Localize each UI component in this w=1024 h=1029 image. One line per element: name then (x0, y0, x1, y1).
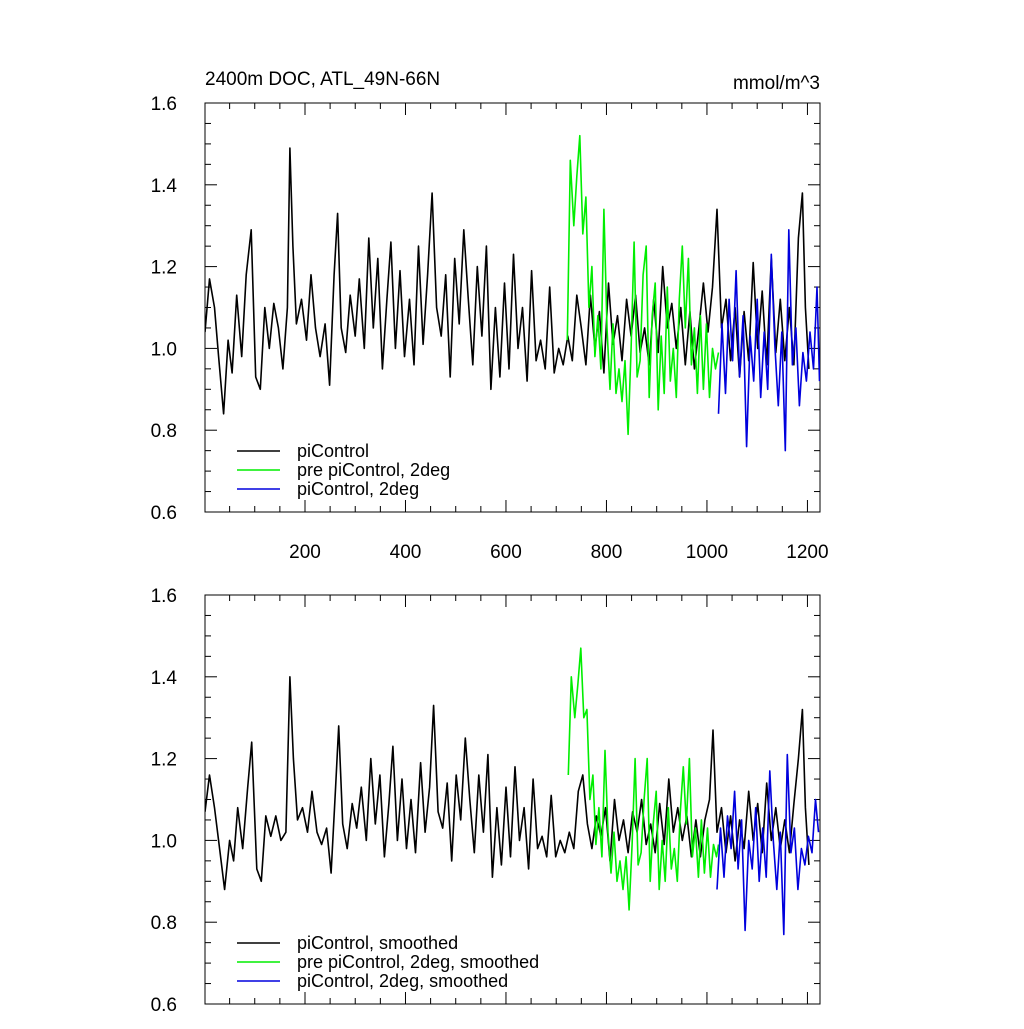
x-tick-label: 600 (490, 542, 522, 563)
series-line (716, 753, 820, 936)
legend-label: pre piControl, 2deg (297, 460, 450, 480)
x-tick-label: 400 (390, 542, 422, 563)
legend-label: piControl, smoothed (297, 933, 458, 953)
units-label: mmol/m^3 (733, 73, 820, 94)
legend-label: pre piControl, 2deg, smoothed (297, 952, 539, 972)
y-tick-label: 1.2 (151, 258, 177, 279)
bottom-panel: 0.6 0.8 1.0 1.2 1.4 1.6 piControl, smoothedpre… (151, 586, 821, 1016)
top-panel: 0.6 0.8 1.0 1.2 1.4 1.6 200 400 600 800 1000 1200 24… (151, 69, 829, 563)
x-tick-label: 1200 (786, 542, 828, 563)
series-line (567, 647, 720, 911)
series-line (205, 676, 810, 891)
series-line (205, 147, 810, 415)
chart-title: 2400m DOC, ATL_49N-66N (205, 69, 440, 90)
legend-label: piControl, 2deg (297, 479, 419, 499)
y-tick-label: 1.0 (151, 339, 177, 360)
y-tick-label: 0.8 (151, 421, 177, 442)
y-tick-label: 1.4 (151, 176, 178, 197)
series-line (717, 229, 820, 452)
y-tick-label: 1.2 (151, 750, 177, 771)
y-tick-label: 1.0 (151, 831, 177, 852)
y-tick-label: 0.8 (151, 913, 177, 934)
x-tick-label: 1000 (686, 542, 728, 563)
legend-label: piControl (297, 441, 369, 461)
x-tick-label: 800 (591, 542, 623, 563)
y-tick-label: 1.6 (151, 586, 177, 607)
y-tick-label: 0.6 (151, 503, 177, 524)
y-tick-label: 0.6 (151, 995, 177, 1016)
y-tick-label: 1.4 (151, 668, 178, 689)
y-tick-label: 1.6 (151, 94, 177, 115)
x-tick-label: 200 (289, 542, 321, 563)
legend-label: piControl, 2deg, smoothed (297, 971, 508, 991)
series-line (566, 134, 720, 436)
